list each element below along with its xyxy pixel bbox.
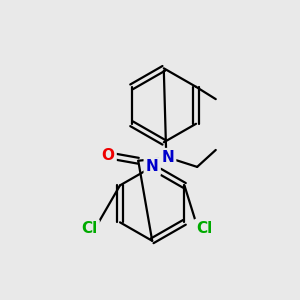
- Text: Cl: Cl: [81, 221, 98, 236]
- Text: O: O: [101, 148, 115, 163]
- Text: N: N: [161, 150, 174, 165]
- Text: Cl: Cl: [196, 221, 212, 236]
- Text: N: N: [146, 159, 159, 174]
